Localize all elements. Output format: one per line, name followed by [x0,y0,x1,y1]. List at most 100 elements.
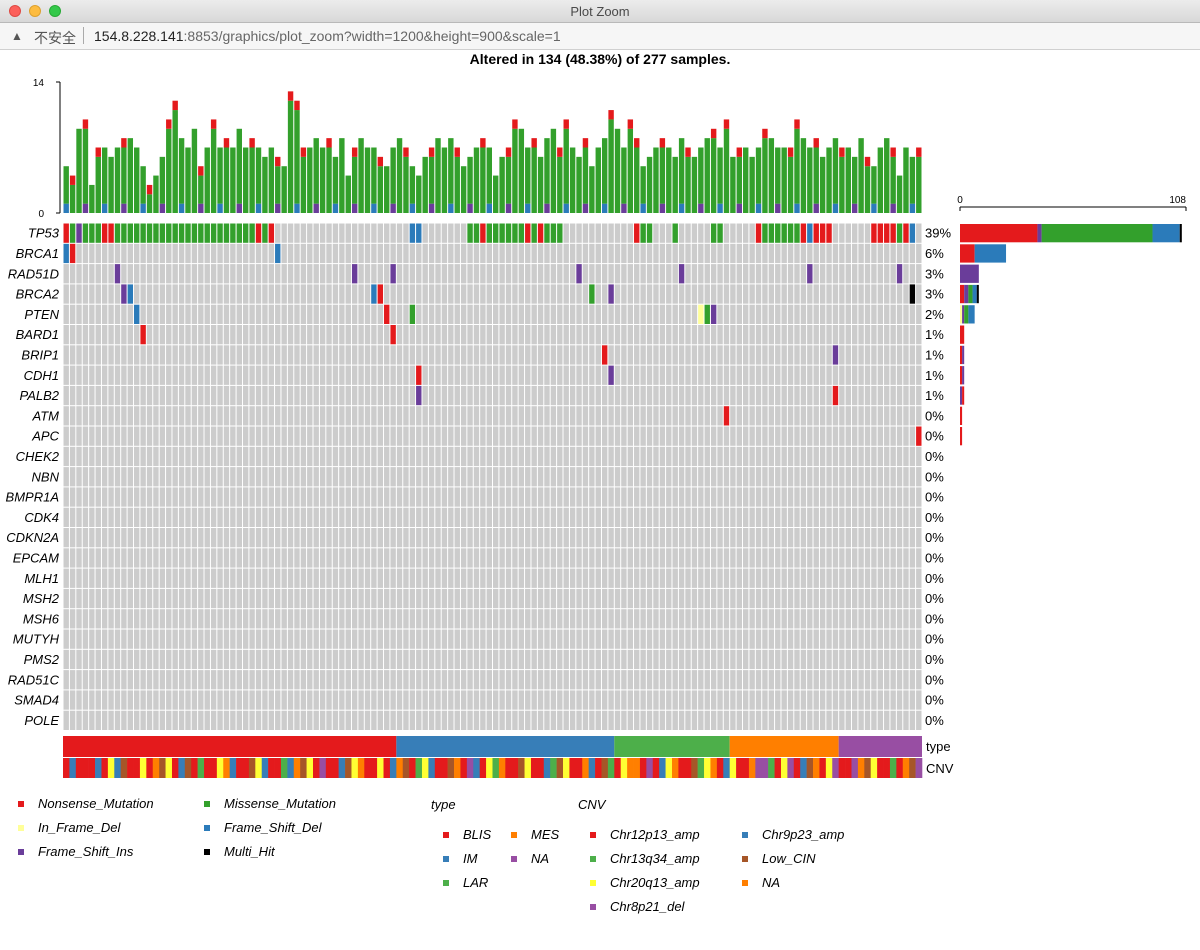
grid-cell [781,426,787,446]
grid-cell [832,710,839,730]
grid-cell [63,243,69,264]
grid-cell [627,365,634,385]
minimize-window-button[interactable] [29,5,41,17]
grid-cell [313,345,319,365]
grid-cell [82,528,89,548]
grid-cell [576,284,582,304]
grid-cell [134,548,140,568]
grid-cell [864,223,871,243]
grid-cell [95,670,101,690]
grid-cell [653,588,659,609]
grid-cell [884,588,890,609]
grid-cell [634,649,640,670]
grid-cell [377,548,384,568]
grid-cell [268,568,275,588]
grid-cell [384,264,390,284]
grid-cell [839,284,845,304]
grid-cell [493,548,499,568]
grid-cell [569,710,576,730]
grid-cell [441,609,448,629]
grid-cell [499,690,505,710]
grid-cell [191,588,198,609]
grid-cell [666,670,672,690]
grid-cell [319,345,326,365]
grid-cell [172,345,178,365]
grid-cell [569,385,576,406]
grid-cell [275,548,281,568]
cnv-annotation-cell [671,758,679,778]
grid-cell [832,670,839,690]
grid-cell [871,507,877,527]
grid-cell [428,528,435,548]
close-window-button[interactable] [9,5,21,17]
mutation-legend-label: Frame_Shift_Del [224,820,323,835]
grid-cell [409,568,416,588]
grid-cell [621,609,627,629]
grid-cell [499,223,505,243]
grid-cell [69,385,76,406]
grid-cell [518,548,525,568]
grid-cell [416,710,422,730]
grid-cell [582,568,589,588]
grid-cell [659,243,666,264]
grid-cell [589,649,595,670]
grid-cell [63,406,69,426]
grid-cell [236,690,242,710]
grid-cell [518,345,525,365]
grid-cell [435,284,441,304]
grid-cell [685,690,691,710]
cnv-annotation-cell [351,758,359,778]
grid-cell [576,365,582,385]
grid-cell [480,426,486,446]
grid-cell [300,507,307,527]
url-text[interactable]: 154.8.228.141:8853/graphics/plot_zoom?wi… [94,28,561,44]
address-bar[interactable]: ▲ 不安全 154.8.228.141:8853/graphics/plot_z… [0,23,1200,50]
grid-cell [82,345,89,365]
grid-cell [666,467,672,487]
grid-cell [448,568,454,588]
grid-cell [473,629,480,649]
grid-cell [300,649,307,670]
grid-cell [287,670,294,690]
grid-cell [230,588,236,609]
grid-cell [768,487,775,507]
grid-cell [864,365,871,385]
grid-cell [242,710,249,730]
grid-cell [435,487,441,507]
grid-cell [544,284,550,304]
grid-cell [108,284,114,304]
top-bar-segment [82,203,89,213]
type-annotation-segment [614,736,730,757]
url-path: :8853/graphics/plot_zoom?width=1200&heig… [183,28,561,44]
grid-cell [698,670,704,690]
grid-cell [101,629,108,649]
grid-cell [307,284,313,304]
grid-cell [217,670,223,690]
grid-cell [467,629,473,649]
grid-cell [416,670,422,690]
grid-cell [281,223,287,243]
grid-cell [890,548,896,568]
grid-cell [364,345,371,365]
grid-cell [807,629,813,649]
grid-cell [723,649,730,670]
grid-cell [146,264,153,284]
grid-cell [871,426,877,446]
maximize-window-button[interactable] [49,5,61,17]
grid-cell [255,588,262,609]
grid-cell [736,264,743,284]
grid-cell [82,446,89,467]
grid-cell [172,670,178,690]
grid-cell [698,264,704,284]
grid-cell [358,446,364,467]
grid-cell [710,609,717,629]
grid-cell [95,649,101,670]
top-bar-segment [672,156,678,213]
grid-cell [287,284,294,304]
top-bar-segment [678,138,685,204]
grid-cell [242,629,249,649]
grid-cell [800,548,807,568]
grid-cell [409,284,416,304]
grid-cell [480,487,486,507]
top-bar-segment [582,203,589,213]
